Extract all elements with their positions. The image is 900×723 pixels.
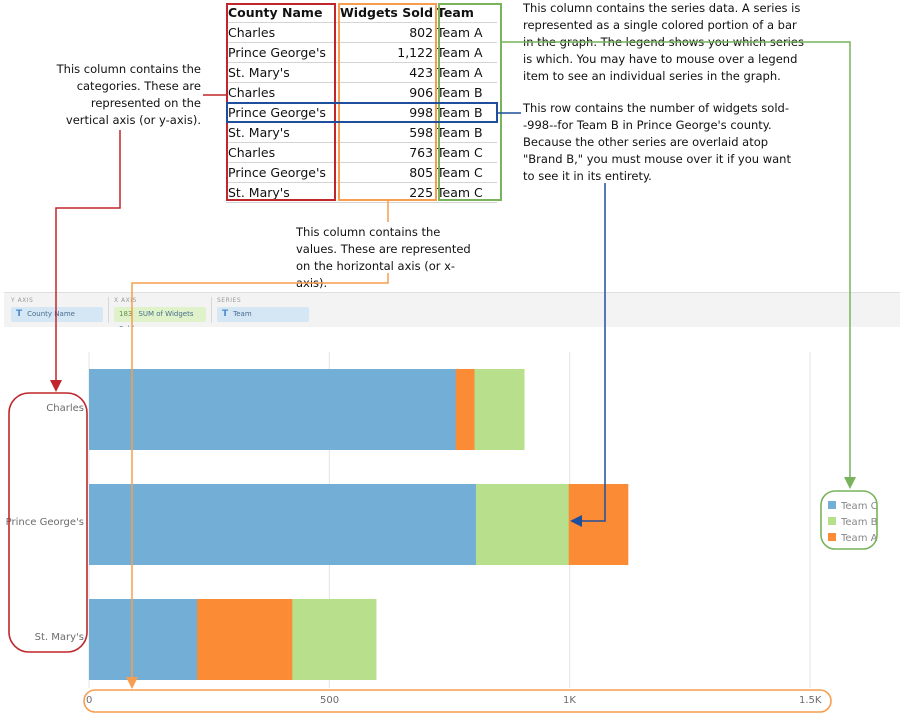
cell-team: Team C xyxy=(435,162,498,183)
cell-widgets-sold: 598 xyxy=(338,122,436,143)
cell-county-name: St. Mary's xyxy=(226,122,338,143)
legend-swatch xyxy=(828,533,836,541)
table-row: Prince George's 1,122 Team A xyxy=(226,42,498,63)
legend-item-team-a[interactable]: Team A xyxy=(828,533,877,544)
table-header-row: County Name Widgets Sold Team xyxy=(226,3,498,23)
cell-county-name: Prince George's xyxy=(226,102,338,123)
x-tick-label: 500 xyxy=(320,695,340,706)
cell-team: Team B xyxy=(435,122,498,143)
row-highlight xyxy=(226,102,498,123)
cell-widgets-sold: 1,122 xyxy=(338,42,436,63)
table-row: St. Mary's 423 Team A xyxy=(226,62,498,83)
table-row: St. Mary's 225 Team C xyxy=(226,182,498,203)
y-tick-label: Prince George's xyxy=(5,517,84,528)
cell-widgets-sold: 225 xyxy=(338,182,436,203)
header-widgets-sold: Widgets Sold xyxy=(338,3,436,23)
table-row: Charles 802 Team A xyxy=(226,22,498,43)
data-table: County Name Widgets Sold Team Charles 802… xyxy=(226,3,498,203)
legend-item-team-c[interactable]: Team C xyxy=(828,501,878,512)
y-field-label: County Name xyxy=(27,310,75,318)
y-tick-label: Charles xyxy=(46,403,84,414)
header-team: Team xyxy=(435,3,498,23)
cell-team: Team A xyxy=(435,22,498,43)
header-county-name: County Name xyxy=(226,3,338,23)
bar-team-c[interactable] xyxy=(89,484,476,565)
legend-swatch xyxy=(828,501,836,509)
legend-label: Team A xyxy=(841,533,878,544)
x-tick-label: 1K xyxy=(563,695,576,706)
cell-team: Team A xyxy=(435,42,498,63)
categories-note: This column contains the categories. The… xyxy=(56,62,201,127)
cell-county-name: Charles xyxy=(226,142,338,163)
legend-swatch xyxy=(828,517,836,525)
cell-team: Team C xyxy=(435,142,498,163)
cell-team: Team B xyxy=(435,82,498,103)
y-tick-label: St. Mary's xyxy=(34,632,84,643)
legend-label: Team C xyxy=(841,501,878,512)
cell-team: Team A xyxy=(435,62,498,83)
legend-item-team-b[interactable]: Team B xyxy=(828,517,877,528)
legend-label: Team B xyxy=(841,517,878,528)
cell-county-name: Prince George's xyxy=(226,162,338,183)
x-tick-label: 1.5K xyxy=(799,695,822,706)
bar-team-c[interactable] xyxy=(89,369,456,450)
cell-widgets-sold: 805 xyxy=(338,162,436,183)
cell-team: Team B xyxy=(435,102,498,123)
y-axis-label: Y AXIS xyxy=(11,297,34,304)
table-row: St. Mary's 598 Team B xyxy=(226,122,498,143)
cell-county-name: Prince George's xyxy=(226,42,338,63)
cell-widgets-sold: 763 xyxy=(338,142,436,163)
cell-county-name: St. Mary's xyxy=(226,182,338,203)
table-row: Prince George's 998 Team B xyxy=(226,102,498,123)
cell-team: Team C xyxy=(435,182,498,203)
x-tick-label: 0 xyxy=(86,695,93,706)
values-note: This column contains the values. These a… xyxy=(296,225,471,290)
cell-widgets-sold: 802 xyxy=(338,22,436,43)
text-type-icon: T xyxy=(16,309,23,319)
cell-county-name: Charles xyxy=(226,22,338,43)
bar-team-c[interactable] xyxy=(89,599,198,680)
cell-county-name: St. Mary's xyxy=(226,62,338,83)
table-row: Charles 906 Team B xyxy=(226,82,498,103)
numeric-type-icon: 183 xyxy=(119,310,133,318)
cell-county-name: Charles xyxy=(226,82,338,103)
table-row: Prince George's 805 Team C xyxy=(226,162,498,183)
x-axis-label: X AXIS xyxy=(114,297,137,304)
cell-widgets-sold: 423 xyxy=(338,62,436,83)
table-row: Charles 763 Team C xyxy=(226,142,498,163)
